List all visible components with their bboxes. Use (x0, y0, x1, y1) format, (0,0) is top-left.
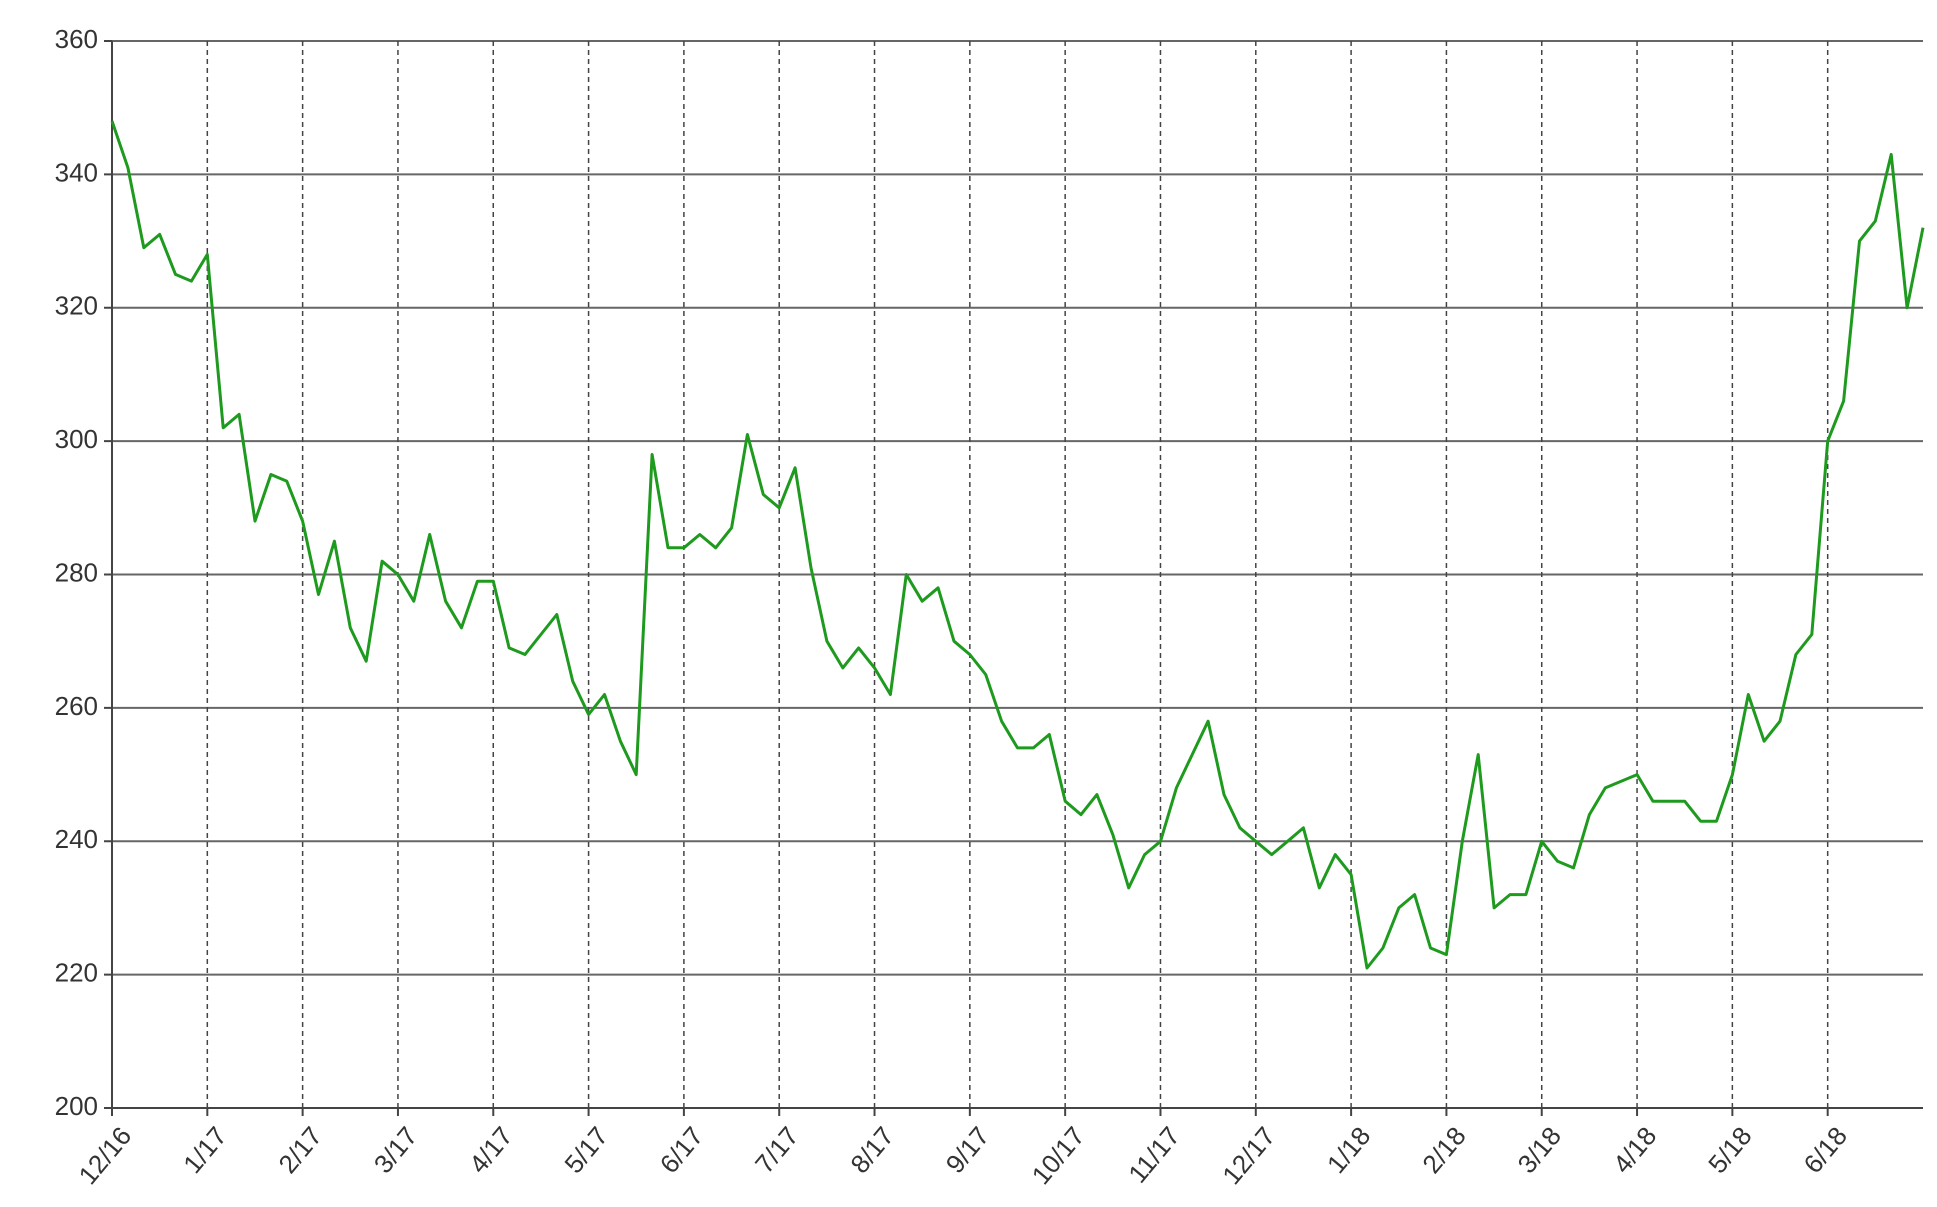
x-tick-label: 1/17 (177, 1121, 233, 1179)
y-tick-label: 240 (55, 824, 98, 854)
x-tick-label: 2/17 (272, 1121, 328, 1179)
x-tick-label: 2/18 (1416, 1121, 1472, 1179)
x-tick-label: 8/17 (844, 1121, 900, 1179)
x-tick-label: 5/17 (558, 1121, 614, 1179)
y-tick-label: 360 (55, 24, 98, 54)
y-tick-label: 220 (55, 958, 98, 988)
y-tick-label: 340 (55, 157, 98, 187)
x-tick-label: 1/18 (1321, 1121, 1377, 1179)
x-tick-label: 6/17 (654, 1121, 710, 1179)
x-tick-label: 11/17 (1122, 1121, 1186, 1189)
x-tick-label: 5/18 (1702, 1121, 1758, 1179)
x-tick-label: 4/18 (1607, 1121, 1663, 1179)
y-tick-label: 300 (55, 424, 98, 454)
x-tick-label: 10/17 (1026, 1121, 1091, 1190)
x-tick-label: 12/16 (72, 1121, 137, 1190)
x-tick-label: 3/18 (1512, 1121, 1568, 1179)
x-tick-label: 6/18 (1797, 1121, 1853, 1179)
x-tick-label: 9/17 (940, 1121, 996, 1179)
y-tick-label: 260 (55, 691, 98, 721)
data-line (110, 120, 1925, 970)
y-tick-label: 320 (55, 291, 98, 321)
x-tick-label: 4/17 (463, 1121, 519, 1179)
x-tick-label: 3/17 (368, 1121, 424, 1179)
x-tick-label: 7/17 (749, 1121, 805, 1179)
x-tick-label: 12/17 (1216, 1121, 1281, 1190)
y-tick-label: 280 (55, 557, 98, 587)
y-tick-label: 200 (55, 1091, 98, 1121)
